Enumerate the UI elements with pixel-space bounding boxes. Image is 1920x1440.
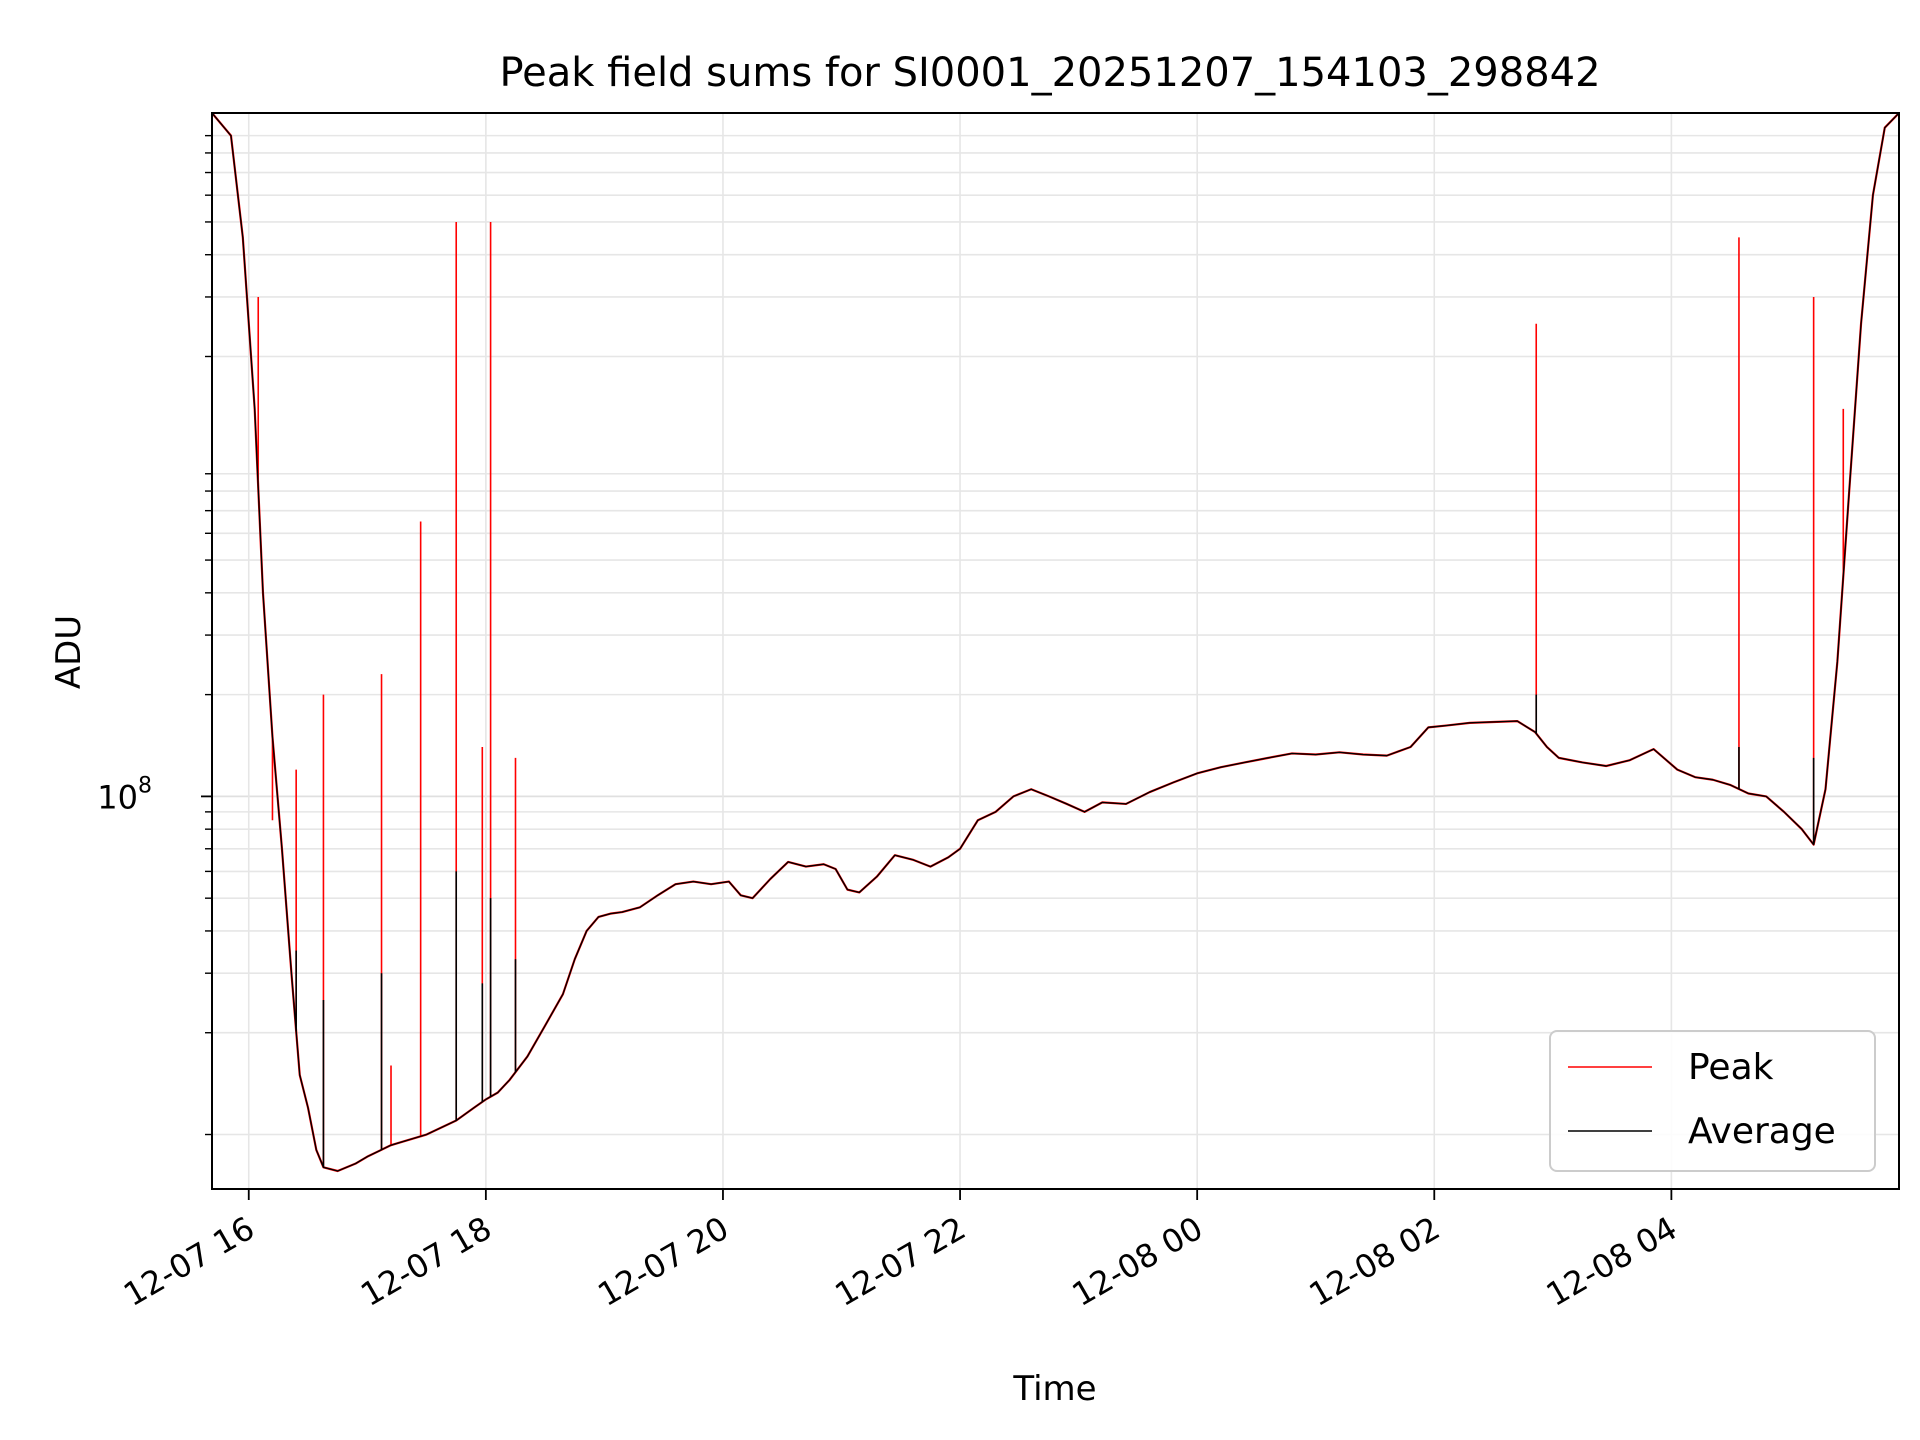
legend-box	[1549, 1030, 1876, 1172]
y-axis-label: ADU	[49, 615, 89, 689]
plot-series	[212, 113, 1899, 1173]
y-tick-exponent: 8	[138, 773, 152, 798]
legend: Peak Average	[1549, 1030, 1876, 1172]
legend-average-label: Average	[1688, 1111, 1836, 1152]
plot-area-frame	[211, 112, 1900, 1190]
legend-peak-label: Peak	[1688, 1047, 1774, 1088]
chart-title: Peak field sums for SI0001_20251207_1541…	[499, 50, 1600, 96]
series-average-line	[212, 113, 1899, 1172]
x-axis-label: Time	[1012, 1369, 1096, 1409]
grid	[212, 113, 1899, 1189]
